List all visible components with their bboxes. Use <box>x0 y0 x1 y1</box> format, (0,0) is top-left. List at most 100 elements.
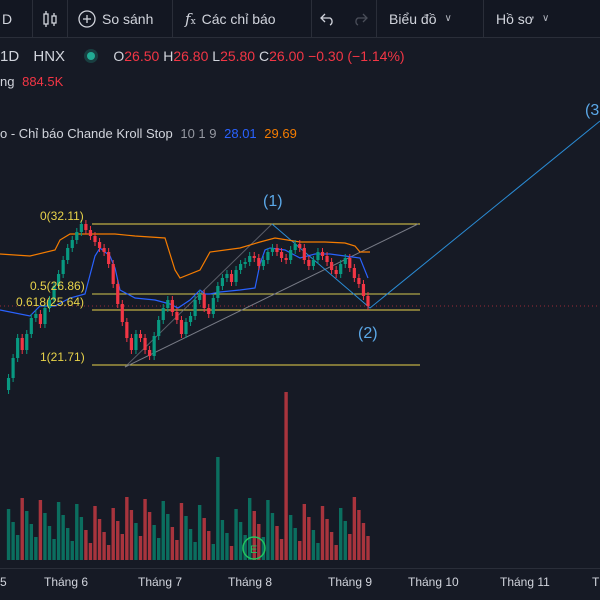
time-label: 5 <box>0 575 7 589</box>
volume-bar <box>84 530 88 560</box>
trend-line-support[interactable] <box>124 223 419 368</box>
candle-body <box>207 308 211 314</box>
volume-bar <box>257 524 261 560</box>
volume-bar <box>357 510 361 560</box>
volume-bar <box>93 506 97 560</box>
candle-body <box>120 304 124 322</box>
candle-body <box>239 264 243 270</box>
volume-bar <box>216 457 220 560</box>
redo-button[interactable] <box>344 0 376 38</box>
undo-icon <box>320 13 333 26</box>
time-label: Tháng 10 <box>408 575 459 589</box>
volume-bar <box>229 546 234 560</box>
candle-body <box>175 312 179 320</box>
volume-bar <box>270 513 275 560</box>
candle-body <box>225 274 229 278</box>
volume-bar <box>243 535 247 560</box>
candle-body <box>188 316 193 322</box>
candles-group <box>6 220 370 394</box>
candle-body <box>20 338 24 350</box>
elliott-wave-path[interactable] <box>271 120 600 309</box>
wave-label-3[interactable]: (3 <box>585 102 599 119</box>
volume-bar <box>79 517 84 560</box>
candle-body <box>334 270 338 274</box>
candle-body <box>216 286 220 298</box>
candle-body <box>129 338 133 350</box>
volume-bar <box>6 509 11 560</box>
candle-body <box>311 260 315 266</box>
candle-body <box>157 320 161 336</box>
candle-body <box>252 256 256 258</box>
volume-bar <box>75 504 79 560</box>
layout-button[interactable]: Biểu đồ ∨ <box>377 0 483 38</box>
volume-bar <box>152 525 156 560</box>
toolbar-divider <box>483 0 484 38</box>
candle-body <box>279 252 284 258</box>
time-axis[interactable]: 5 Tháng 6 Tháng 7 Tháng 8 Tháng 9 Tháng … <box>0 568 600 600</box>
volume-bar <box>352 497 357 560</box>
candle-body <box>316 252 320 260</box>
volume-bar <box>102 532 106 560</box>
wave-label-1[interactable]: (1) <box>263 193 283 210</box>
earnings-marker-icon[interactable] <box>242 536 266 560</box>
interval-button[interactable]: D <box>0 0 32 38</box>
function-icon: fx <box>185 9 196 28</box>
volume-bar <box>288 515 293 560</box>
candle-body <box>270 248 275 252</box>
toolbar-divider <box>311 0 312 38</box>
volume-bar <box>284 392 288 560</box>
candle-body <box>320 252 325 256</box>
toolbar-divider <box>172 0 173 38</box>
volume-bar <box>125 497 129 560</box>
volume-bar <box>238 522 243 560</box>
chart-style-button[interactable] <box>33 0 67 38</box>
volume-bar <box>20 498 24 560</box>
toolbar-divider <box>376 0 377 38</box>
undo-button[interactable] <box>312 0 344 38</box>
volume-bar <box>252 511 256 560</box>
fib-label-0618: 0.618(25.64) <box>16 295 84 309</box>
volume-legend: ng 884.5K <box>0 74 63 89</box>
candles-icon <box>43 10 57 27</box>
candle-body <box>361 284 366 296</box>
volume-bar <box>170 527 175 560</box>
volume-bar <box>293 528 297 560</box>
candle-body <box>97 242 102 248</box>
candle-body <box>138 334 143 338</box>
legend-interval[interactable]: 1D <box>0 48 20 65</box>
candle-body <box>257 258 261 266</box>
candle-body <box>116 284 120 304</box>
volume-bar <box>138 536 143 560</box>
volume-bar <box>38 500 43 560</box>
compare-label: So sánh <box>102 10 154 27</box>
volume-bar <box>15 535 20 560</box>
profile-button[interactable]: Hồ sơ ∨ <box>484 0 596 38</box>
volume-bar <box>311 530 316 560</box>
low-label: L <box>212 48 221 64</box>
candle-body <box>357 278 361 284</box>
candle-body <box>366 296 370 306</box>
indicators-button[interactable]: fx Các chỉ báo <box>173 0 311 38</box>
open-label: O <box>113 48 125 64</box>
chart-pane[interactable]: 0(32.11) 0.5(26.86) 0.618(25.64) 1(21.71… <box>0 38 600 568</box>
volume-bar <box>70 541 74 560</box>
volume-bar <box>279 539 284 560</box>
candle-body <box>289 250 293 260</box>
time-label: Tháng 11 <box>500 575 550 589</box>
market-status-icon <box>87 52 96 60</box>
indicator-legend[interactable]: o - Chỉ báo Chande Kroll Stop 10 1 9 28.… <box>0 126 297 141</box>
redo-icon <box>355 13 368 26</box>
candle-body <box>343 258 347 264</box>
volume-bar <box>197 505 202 560</box>
wave-label-2[interactable]: (2) <box>358 325 378 342</box>
candle-body <box>75 232 79 240</box>
compare-button[interactable]: So sánh <box>68 0 172 38</box>
candle-body <box>152 336 156 356</box>
ckstop-orange-line <box>0 233 370 279</box>
volume-bar <box>166 514 170 560</box>
candle-body <box>220 278 224 286</box>
volume-bar <box>275 526 279 560</box>
chart-canvas[interactable]: 0(32.11) 0.5(26.86) 0.618(25.64) 1(21.71… <box>0 38 600 568</box>
volume-bar <box>143 499 147 560</box>
candle-body <box>284 258 288 260</box>
